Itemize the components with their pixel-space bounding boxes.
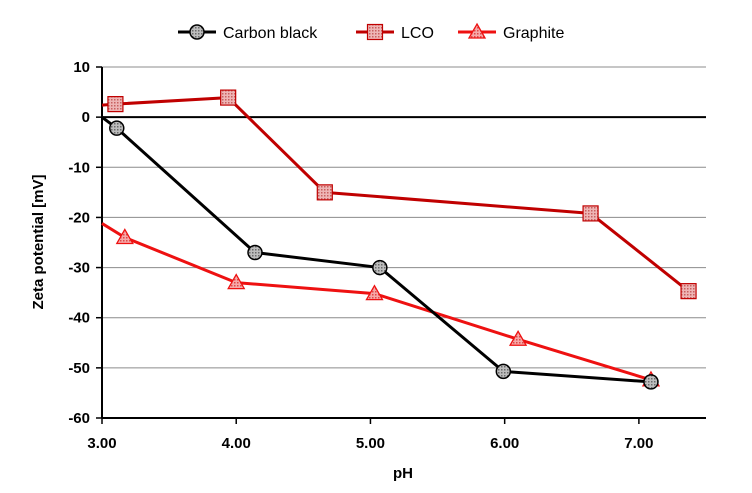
y-tick-label: -10 <box>68 159 90 176</box>
x-tick-label: 4.00 <box>222 435 251 452</box>
series-line <box>101 115 652 384</box>
x-tick-label: 7.00 <box>624 435 653 452</box>
data-point <box>247 244 263 261</box>
legend-label: Graphite <box>503 25 564 42</box>
data-point <box>508 329 528 346</box>
series-lco <box>101 89 697 300</box>
y-tick-label: -60 <box>68 410 90 427</box>
data-point <box>220 89 237 106</box>
legend-item: Graphite <box>458 22 564 42</box>
data-point <box>495 363 512 380</box>
legend-marker <box>467 22 487 39</box>
y-tick-label: 10 <box>73 59 90 76</box>
data-point <box>115 228 134 245</box>
data-point <box>643 374 659 390</box>
y-tick-label: -30 <box>68 260 90 277</box>
legend-item: LCO <box>356 23 434 42</box>
y-tick-label: 0 <box>82 109 90 126</box>
legend-marker <box>366 23 384 41</box>
legend-label: LCO <box>401 25 434 42</box>
series-graphite <box>101 222 661 387</box>
x-axis-title: pH <box>393 465 413 482</box>
axes: 10 0 -10 -20 -30 -40 -50 -60 3.00 4.00 5.00 6.00 7.0… <box>68 59 706 452</box>
data-point <box>107 96 124 113</box>
x-tick-label: 5.00 <box>356 435 385 452</box>
x-tick-label: 6.00 <box>490 435 519 452</box>
series-carbon-black <box>101 115 659 390</box>
x-tick-label: 3.00 <box>87 435 116 452</box>
data-point <box>365 284 384 301</box>
legend-marker <box>189 24 205 40</box>
data-point <box>109 120 125 136</box>
legend-label: Carbon black <box>223 25 318 42</box>
data-point <box>316 184 333 201</box>
series-layer <box>101 89 697 390</box>
series-line <box>101 222 652 382</box>
data-point <box>680 283 697 300</box>
data-point <box>582 205 599 222</box>
legend: Carbon black LCO Graphite <box>178 22 564 42</box>
legend-item: Carbon black <box>178 24 318 42</box>
y-axis-title: Zeta potential [mV] <box>30 174 47 309</box>
y-tick-label: -50 <box>68 360 90 377</box>
data-point <box>372 259 388 276</box>
gridlines <box>102 66 706 419</box>
y-tick-label: -20 <box>68 209 90 226</box>
y-tick-label: -40 <box>68 310 90 327</box>
data-point <box>227 273 246 290</box>
